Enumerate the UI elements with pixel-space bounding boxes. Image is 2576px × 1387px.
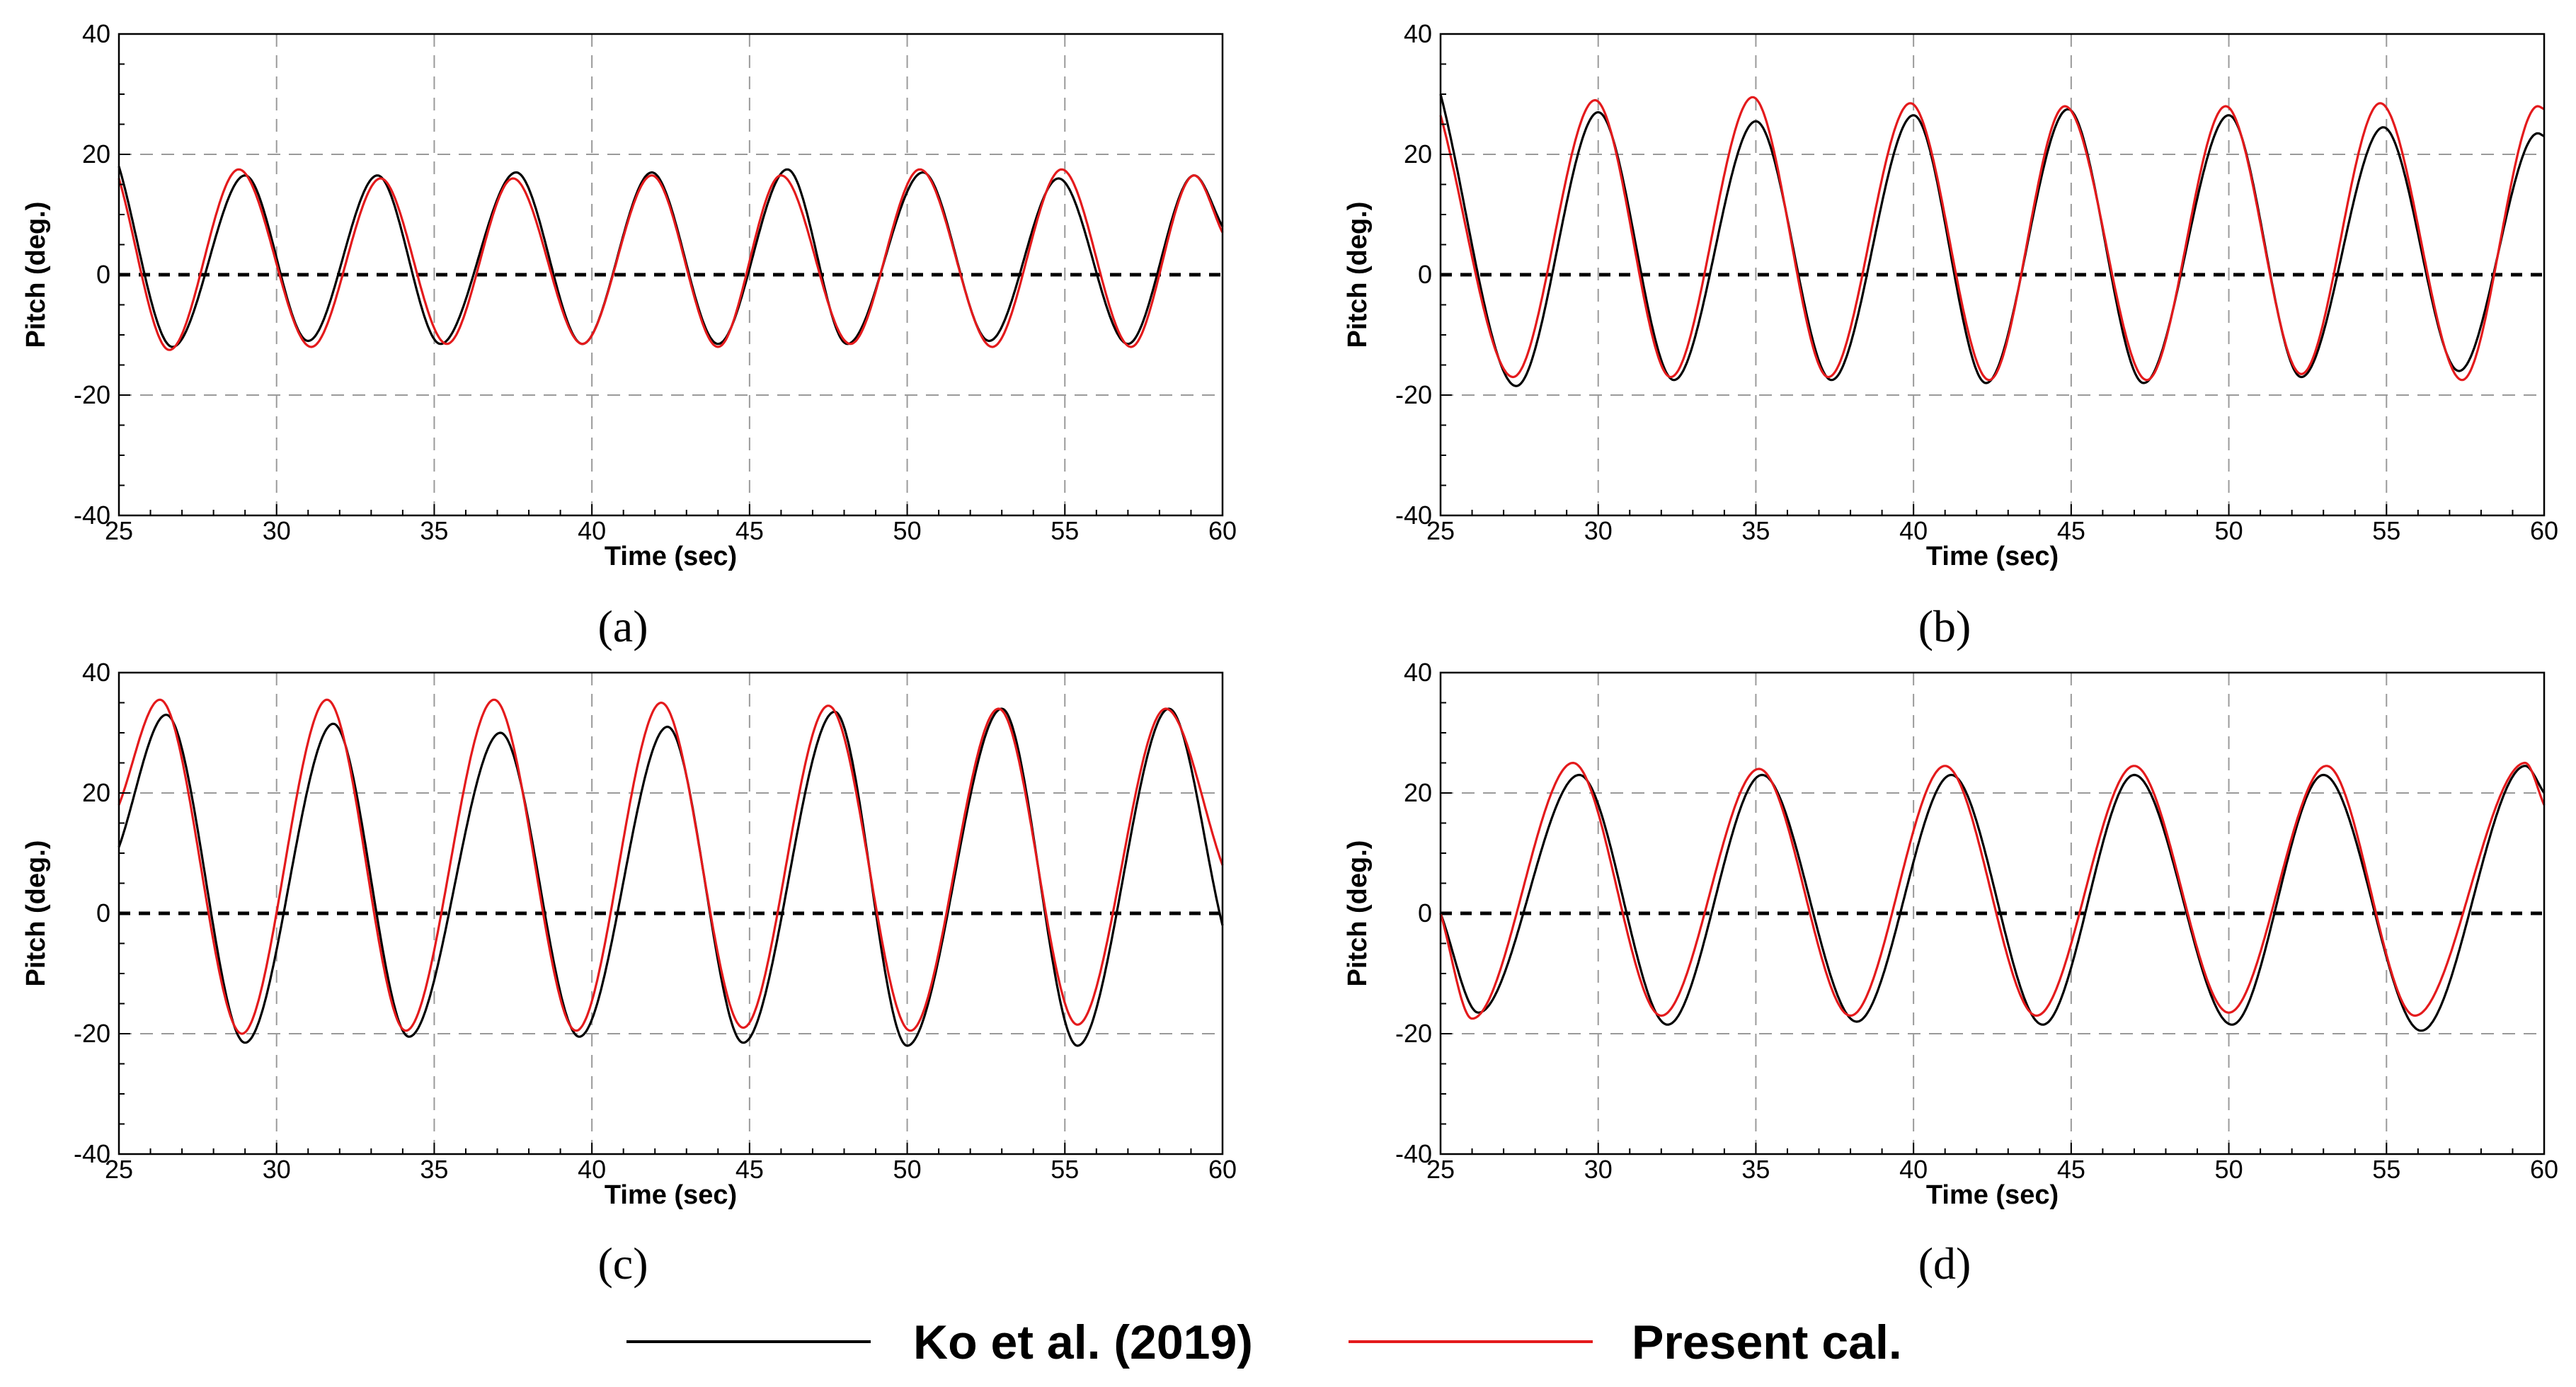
panel-a-x-axis-title: Time (sec) xyxy=(605,542,737,571)
panel-c-xtick-label-2: 35 xyxy=(420,1155,448,1184)
panel-a-xtick-label-3: 40 xyxy=(578,516,606,545)
panel-c-xtick-label-3: 40 xyxy=(578,1155,606,1184)
panel-d-series-present-cal xyxy=(1439,761,2546,1020)
panel-a-y-axis-title: Pitch (deg.) xyxy=(21,202,51,348)
panel-c-xtick-label-1: 30 xyxy=(263,1155,291,1184)
panel-c-xtick-label-4: 45 xyxy=(735,1155,764,1184)
panel-d-ytick-label-0: -40 xyxy=(1395,1139,1432,1168)
legend-label-present: Present cal. xyxy=(1632,1315,1902,1369)
panel-c-xtick-label-0: 25 xyxy=(105,1155,133,1184)
panel-d-xtick-label-7: 60 xyxy=(2530,1155,2558,1184)
panel-b-ytick-label-0: -40 xyxy=(1395,501,1432,530)
panel-d-xtick-label-5: 50 xyxy=(2215,1155,2243,1184)
legend-label-ko: Ko et al. (2019) xyxy=(913,1315,1253,1369)
panel-d-x-axis-title: Time (sec) xyxy=(1926,1180,2059,1210)
panel-c-ytick-label-3: 20 xyxy=(82,778,110,807)
panel-a-xtick-label-1: 30 xyxy=(263,516,291,545)
panel-d-label: (d) xyxy=(1918,1238,1971,1289)
panel-d-ytick-label-3: 20 xyxy=(1404,778,1432,807)
panel-c-xtick-label-6: 55 xyxy=(1051,1155,1079,1184)
panel-b-xtick-label-7: 60 xyxy=(2530,516,2558,545)
panel-b-ytick-label-4: 40 xyxy=(1404,19,1432,48)
panel-a-xtick-label-6: 55 xyxy=(1051,516,1079,545)
panel-c-label: (c) xyxy=(597,1238,648,1289)
panel-b-y-axis-title: Pitch (deg.) xyxy=(1343,202,1373,348)
panel-a-xtick-label-2: 35 xyxy=(420,516,448,545)
panel-b-label: (b) xyxy=(1918,601,1971,651)
panel-d-xtick-label-6: 55 xyxy=(2372,1155,2400,1184)
panel-c-ytick-label-2: 0 xyxy=(96,898,110,927)
panel-b-x-axis-title: Time (sec) xyxy=(1926,542,2059,571)
panel-d-ytick-label-4: 40 xyxy=(1404,658,1432,687)
panel-d-ytick-label-2: 0 xyxy=(1418,898,1432,927)
panel-b-ytick-label-1: -20 xyxy=(1395,380,1432,409)
panel-d-y-axis-title: Pitch (deg.) xyxy=(1343,840,1373,987)
panel-a-ytick-label-3: 20 xyxy=(82,139,110,169)
panel-a-ytick-label-4: 40 xyxy=(82,19,110,48)
panel-c-y-axis-title: Pitch (deg.) xyxy=(21,840,51,987)
panel-c-ytick-label-4: 40 xyxy=(82,658,110,687)
panel-a-ytick-label-0: -40 xyxy=(74,501,110,530)
panel-d-xtick-label-0: 25 xyxy=(1426,1155,1455,1184)
panel-a-xtick-label-7: 60 xyxy=(1208,516,1237,545)
panel-b-xtick-label-2: 35 xyxy=(1741,516,1770,545)
panel-b-xtick-label-4: 45 xyxy=(2057,516,2085,545)
panel-b-xtick-label-0: 25 xyxy=(1426,516,1455,545)
panel-a-ytick-label-1: -20 xyxy=(74,380,110,409)
panel-c-ytick-label-0: -40 xyxy=(74,1139,110,1168)
panel-b-xtick-label-1: 30 xyxy=(1584,516,1613,545)
panel-c-x-axis-title: Time (sec) xyxy=(605,1180,737,1210)
panel-a-ytick-label-2: 0 xyxy=(96,260,110,289)
panel-b-ytick-label-3: 20 xyxy=(1404,139,1432,169)
panel-a-xtick-label-0: 25 xyxy=(105,516,133,545)
panel-a-xtick-label-5: 50 xyxy=(893,516,922,545)
panel-d-xtick-label-1: 30 xyxy=(1584,1155,1613,1184)
panel-a-xtick-label-4: 45 xyxy=(735,516,764,545)
panel-d-xtick-label-2: 35 xyxy=(1741,1155,1770,1184)
panel-a-series-present-cal xyxy=(118,168,1224,351)
panel-d-ytick-label-1: -20 xyxy=(1395,1019,1432,1048)
panel-d-series-ko-2019 xyxy=(1439,765,2546,1032)
panel-b-xtick-label-5: 50 xyxy=(2215,516,2243,545)
panel-a-label: (a) xyxy=(597,601,648,651)
panel-c-series-present-cal xyxy=(118,698,1224,1035)
panel-d-xtick-label-3: 40 xyxy=(1899,1155,1928,1184)
panel-b-xtick-label-6: 55 xyxy=(2372,516,2400,545)
panel-b-xtick-label-3: 40 xyxy=(1899,516,1928,545)
panel-d-xtick-label-4: 45 xyxy=(2057,1155,2085,1184)
panel-c-xtick-label-7: 60 xyxy=(1208,1155,1237,1184)
legend: Ko et al. (2019) Present cal. xyxy=(626,1315,1902,1369)
panel-c-xtick-label-5: 50 xyxy=(893,1155,922,1184)
panel-b-ytick-label-2: 0 xyxy=(1418,260,1432,289)
panel-b-series-present-cal xyxy=(1439,96,2545,382)
panel-c-ytick-label-1: -20 xyxy=(74,1019,110,1048)
